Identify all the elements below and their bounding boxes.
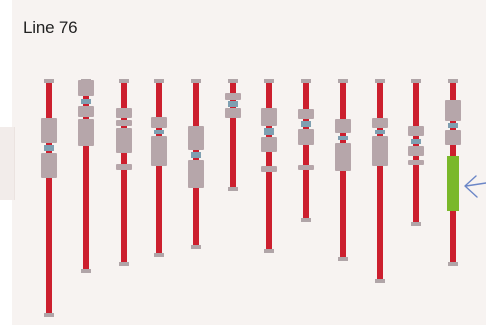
chromosome-band [261, 166, 277, 172]
chromosome-top-tip [411, 79, 421, 83]
chromosome-arm [377, 80, 383, 282]
chromosome-band [78, 106, 94, 117]
chromosome-band [225, 108, 241, 118]
chromosome-band [116, 128, 132, 153]
chromosome-7[interactable] [261, 79, 277, 253]
chromosome-centromere [375, 130, 385, 134]
chromosome-bottom-tip [264, 249, 274, 253]
chromosome-band [41, 153, 57, 178]
chromosome-top-tip [338, 79, 348, 83]
chromosome-2[interactable] [78, 79, 94, 273]
chromosome-arm [46, 80, 52, 316]
chromosome-5[interactable] [188, 79, 204, 249]
chromosome-band [445, 130, 461, 145]
chromosome-band [372, 118, 388, 128]
chromosome-centromere [191, 152, 201, 158]
chromosome-bottom-tip [154, 253, 164, 257]
line-title: Line 76 [23, 18, 78, 37]
chromosome-band [298, 129, 314, 145]
chromosome-1[interactable] [41, 79, 57, 317]
chromosome-top-tip [375, 79, 385, 83]
chromosome-band [116, 108, 132, 118]
chromosome-band [116, 164, 132, 170]
chromosome-band [445, 100, 461, 121]
chromosome-centromere [411, 139, 421, 144]
chromosome-band [408, 126, 424, 136]
chromosome-band [372, 136, 388, 166]
chromosome-3[interactable] [116, 79, 132, 266]
chromosome-arm [303, 80, 309, 221]
chromosome-8[interactable] [298, 79, 314, 222]
chromosome-bottom-tip [119, 262, 129, 266]
chromosome-bottom-tip [44, 313, 54, 317]
chromosome-band [335, 143, 351, 171]
chromosome-band [78, 119, 94, 146]
chromosome-arm [156, 80, 162, 256]
chromosome-centromere [301, 121, 311, 127]
chromosome-top-tip [228, 79, 238, 83]
chromosome-centromere [338, 136, 348, 140]
chromosome-bottom-tip [301, 218, 311, 222]
chromosome-centromere [228, 101, 238, 107]
chromosome-10[interactable] [372, 79, 388, 283]
chromosome-arm [121, 80, 127, 265]
chromosome-top-tip [191, 79, 201, 83]
chromosome-top-tip [154, 79, 164, 83]
chromosome-band [116, 120, 132, 126]
chromosome-band [335, 119, 351, 133]
chromosome-top-tip [301, 79, 311, 83]
chromosome-band [151, 136, 167, 166]
chromosome-bottom-tip [375, 279, 385, 283]
chromosome-band [78, 80, 94, 96]
chromosome-6[interactable] [225, 79, 241, 191]
arrow-left-icon [464, 175, 486, 198]
chromosome-band [188, 126, 204, 150]
highlighted-region [447, 156, 459, 211]
chromosome-arm [230, 80, 236, 190]
chromosome-band [151, 117, 167, 128]
chromosome-centromere [154, 130, 164, 134]
chromosome-band [188, 160, 204, 188]
chromosome-bottom-tip [411, 222, 421, 226]
chromosome-bottom-tip [448, 262, 458, 266]
chromosome-top-tip [44, 79, 54, 83]
chromosome-top-tip [119, 79, 129, 83]
chromosome-top-tip [448, 79, 458, 83]
chromosome-band [261, 137, 277, 152]
chromosome-bottom-tip [228, 187, 238, 191]
chromosome-4[interactable] [151, 79, 167, 257]
chromosome-11[interactable] [408, 79, 424, 226]
chromosome-12[interactable] [445, 79, 461, 266]
chromosome-band [408, 146, 424, 156]
chromosome-bottom-tip [191, 245, 201, 249]
side-panel-tab[interactable] [0, 127, 15, 200]
chromosome-centromere [44, 145, 54, 151]
chromosome-band [298, 165, 314, 170]
chromosome-9[interactable] [335, 79, 351, 261]
chromosome-centromere [448, 123, 458, 128]
chromosome-band [298, 109, 314, 119]
chromosome-bottom-tip [338, 257, 348, 261]
chromosome-bottom-tip [81, 269, 91, 273]
chromosome-centromere [81, 99, 91, 104]
chromosome-arm [83, 80, 89, 272]
chromosome-band [261, 108, 277, 126]
chromosome-band [408, 160, 424, 165]
chromosome-band [41, 118, 57, 143]
chromosome-centromere [264, 128, 274, 135]
chromosome-band [225, 93, 241, 100]
chromosome-top-tip [264, 79, 274, 83]
